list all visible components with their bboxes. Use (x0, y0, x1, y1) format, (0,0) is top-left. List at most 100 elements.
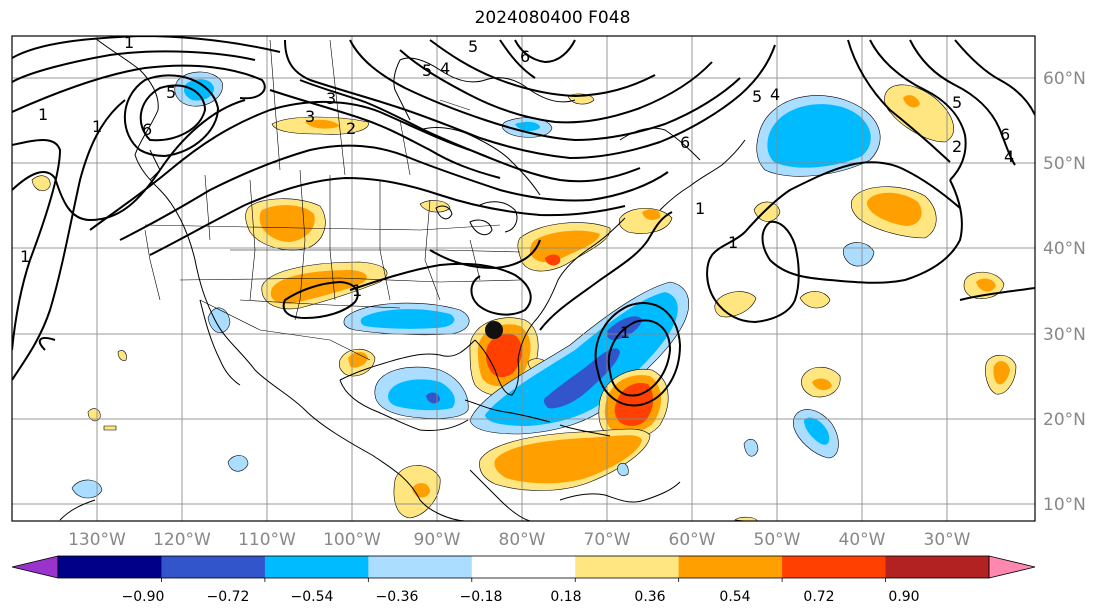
colorbar-tick: −0.90 (122, 589, 165, 605)
colorbar-segment (58, 556, 162, 578)
lon-label-110w: 110°W (238, 530, 296, 550)
positive-anomaly-west-us-core (259, 205, 315, 242)
lon-label-100w: 100°W (323, 530, 381, 550)
positive-anomaly-pacific (31, 175, 51, 192)
lon-label-130w: 130°W (68, 530, 126, 550)
contour-labels: 1 5 6 1 3 3 2 5 4 5 6 1 1 1 1 1 5 4 6 5 … (20, 33, 1014, 342)
colorbar-tick: −0.36 (376, 589, 419, 605)
lat-label-10n: 10°N (1043, 495, 1086, 515)
contour-lines (12, 36, 1035, 407)
positive-anomaly-pacific-3 (103, 425, 117, 431)
colorbar-extend-low (11, 555, 59, 579)
colorbar-segment (264, 556, 369, 578)
contour-label: 4 (440, 59, 450, 78)
contour-label: 2 (952, 137, 962, 156)
contour-label: 1 (620, 323, 630, 342)
contour-label: 3 (326, 89, 336, 108)
colorbar-segment (471, 556, 576, 578)
positive-anomaly-newengland-core (642, 209, 661, 220)
lon-label-80w: 80°W (499, 530, 546, 550)
colorbar-tick: 0.54 (719, 589, 750, 605)
colorbar-tick: 0.72 (803, 589, 834, 605)
positive-anomaly-small-3 (799, 291, 831, 309)
lon-label-50w: 50°W (754, 530, 801, 550)
positive-anomaly-east-coast-core (530, 230, 600, 263)
colorbar-segment (885, 556, 990, 578)
positive-anomaly-florida-max (486, 333, 522, 378)
shaded-field (31, 71, 1017, 521)
lon-label-40w: 40°W (839, 530, 886, 550)
negative-anomaly-subtropical-core (804, 417, 830, 445)
negative-anomaly-atlantic-max (544, 348, 620, 409)
lat-label-40n: 40°N (1043, 239, 1086, 259)
contour-label: 1 (124, 33, 134, 52)
positive-anomaly-far-east-core (993, 361, 1010, 385)
colorbar-segment (678, 556, 783, 578)
lon-label-60w: 60°W (669, 530, 716, 550)
lon-label-30w: 30°W (924, 530, 971, 550)
contour-label: 1 (38, 105, 48, 124)
negative-anomaly-gom-core (388, 379, 455, 411)
negative-anomaly-baja (207, 307, 231, 334)
contour-label: 1 (728, 233, 738, 252)
contour-label: 5 (166, 83, 176, 102)
contour-label: 1 (92, 117, 102, 136)
storm-center-marker (485, 321, 503, 339)
map-title: 2024080400 F048 (474, 8, 631, 28)
contour-label: 1 (20, 247, 30, 266)
colorbar-tick: 0.36 (634, 589, 665, 605)
coastlines (59, 37, 746, 521)
lat-label-50n: 50°N (1043, 154, 1086, 174)
lat-label-20n: 20°N (1043, 410, 1086, 430)
map-plot-area: 1 5 6 1 3 3 2 5 4 5 6 1 1 1 1 1 5 4 6 5 … (12, 33, 1035, 521)
lon-label-120w: 120°W (153, 530, 211, 550)
negative-anomaly-hudson-core (515, 121, 540, 132)
positive-anomaly-mid-atlantic-core (866, 192, 922, 226)
contour-label: 1 (695, 199, 705, 218)
contour-label: 5 (752, 87, 762, 106)
contour-label: 6 (680, 133, 690, 152)
positive-anomaly-greenland-core (903, 95, 920, 108)
contour-label: 6 (142, 120, 152, 139)
positive-anomaly-small-4 (734, 516, 758, 521)
colorbar-extend-high (988, 555, 1036, 579)
colorbar-tick: −0.18 (460, 589, 503, 605)
contour-label: 2 (346, 119, 356, 138)
negative-anomaly-small-3 (617, 462, 629, 476)
contour-label: 1 (352, 281, 362, 300)
negative-anomaly-pacific-mid (227, 455, 249, 472)
negative-anomaly-pacific-south (71, 479, 103, 499)
positive-anomaly-east-core (976, 278, 996, 292)
colorbar-tick: −0.54 (291, 589, 334, 605)
negative-anomaly-small-2 (743, 438, 759, 457)
positive-anomaly-mexico-core (348, 352, 368, 368)
negative-anomaly-alaska-core (184, 79, 214, 101)
positive-anomaly-east-coast-max (545, 254, 561, 266)
positive-anomaly-caribbean-core (494, 435, 642, 484)
longitude-labels: 130°W 120°W 110°W 100°W 90°W 80°W 70°W 6… (68, 530, 971, 550)
colorbar (11, 555, 1036, 582)
colorbar-tick-labels: −0.90 −0.72 −0.54 −0.36 −0.18 0.18 0.36 … (122, 589, 920, 605)
negative-anomaly-north-atlantic-core (767, 104, 871, 168)
colorbar-segment (368, 556, 473, 578)
negative-anomaly-gulf-core (360, 309, 455, 329)
contour-label: 6 (520, 47, 530, 66)
contour-label: 6 (1000, 125, 1010, 144)
colorbar-segment (161, 556, 266, 578)
positive-anomaly-azores-core (812, 378, 832, 391)
contour-label: 3 (305, 107, 315, 126)
colorbar-segment (782, 556, 887, 578)
contour-label: 4 (1004, 147, 1014, 166)
colorbar-tick: 0.18 (550, 589, 581, 605)
lon-label-90w: 90°W (414, 530, 461, 550)
map-frame (11, 35, 1036, 522)
positive-anomaly-pacific-2 (117, 350, 127, 361)
colorbar-segment (575, 556, 680, 578)
political-borders (144, 39, 521, 361)
colorbar-tick: 0.90 (888, 589, 919, 605)
contour-label: 4 (770, 85, 780, 104)
contour-label: 5 (952, 93, 962, 112)
contour-label: 5 (422, 61, 432, 80)
colorbar-tick: −0.72 (207, 589, 250, 605)
